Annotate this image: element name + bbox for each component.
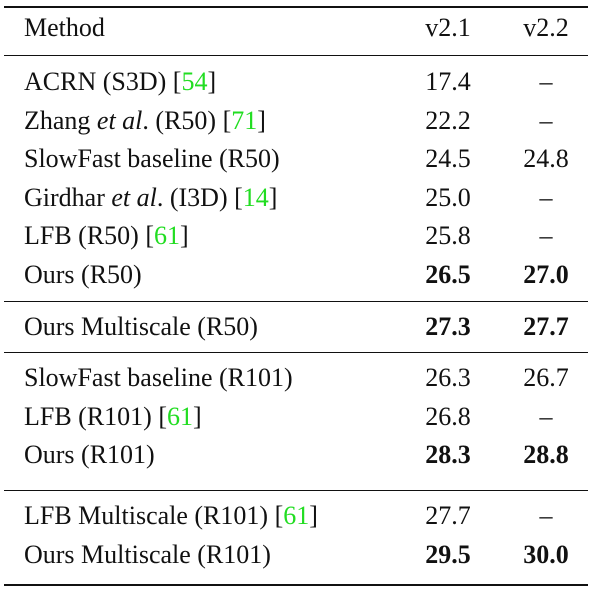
v21-cell: 26.3 [425,363,471,392]
method-cell: LFB Multiscale (R101) [61] [24,497,318,535]
header-method: Method [24,13,105,42]
table-row: SlowFast baseline (R50) 24.5 24.8 [4,140,588,178]
method-text: ACRN (S3D) [ [24,67,182,96]
v22-cell: 28.8 [523,440,569,469]
group-rule [4,352,588,353]
v21-cell: 25.8 [425,221,471,250]
method-text: ] [207,67,217,96]
table-row: LFB Multiscale (R101) [61] 27.7 – [4,497,588,535]
table-row: Zhang et al. (R50) [71] 22.2 – [4,102,588,140]
group-rule [4,301,588,302]
method-cell: ACRN (S3D) [54] [24,63,216,101]
v21-cell: 24.5 [425,144,471,173]
table-row: Girdhar et al. (I3D) [14] 25.0 – [4,179,588,217]
method-text: LFB (R101) [ [24,401,167,431]
method-text: Ours Multiscale (R101) [24,539,271,569]
results-table: Method v2.1 v2.2 ACRN (S3D) [54] 17.4– Zha… [4,0,588,589]
v21-cell: 22.2 [425,105,471,135]
method-text: . (I3D) [ [156,182,243,212]
method-text: ] [180,221,189,250]
v22-cell: 24.8 [523,144,569,173]
method-text: LFB Multiscale (R101) [ [24,501,284,530]
table-row: ACRN (S3D) [54] 17.4 – [4,63,588,101]
method-cell: Ours Multiscale (R101) [24,536,271,574]
group-rule [4,490,588,491]
group-rule [4,55,588,56]
v22-cell: – [539,501,553,530]
v22-cell: 30.0 [523,539,569,569]
method-cell: LFB (R101) [61] [24,398,202,436]
v21-cell: 27.3 [425,312,471,341]
table-row: Ours Multiscale (R101) 29.5 30.0 [4,536,588,574]
v21-cell: 28.3 [425,440,471,469]
table-row: Ours (R50) 26.5 27.0 [4,256,588,294]
citation-link[interactable]: 14 [242,182,269,212]
table-row: Ours (R101) 28.3 28.8 [4,436,588,474]
method-text: ] [193,401,202,431]
method-cell: Ours (R50) [24,256,142,294]
table-row: LFB (R101) [61] 26.8 – [4,398,588,436]
v21-cell: 29.5 [425,539,471,569]
v22-cell: – [539,67,553,96]
v22-cell: – [539,182,553,212]
header-row: Method v2.1 v2.2 [4,9,588,47]
method-cell: LFB (R50) [61] [24,217,189,255]
table-row: Ours Multiscale (R50) 27.3 27.7 [4,308,588,346]
v21-cell: 27.7 [425,501,471,530]
method-cell: Zhang et al. (R50) [71] [24,102,266,140]
v22-cell: 27.0 [523,259,569,289]
table-row: SlowFast baseline (R101) 26.3 26.7 [4,359,588,397]
method-text-italic: et al [96,105,143,135]
method-text: ] [257,105,266,135]
v21-cell: 25.0 [425,182,471,212]
citation-link[interactable]: 61 [154,221,180,250]
bottom-rule [4,584,588,586]
top-rule [4,6,588,8]
v22-cell: 26.7 [523,363,569,392]
method-text: SlowFast baseline (R101) [24,363,293,392]
citation-link[interactable]: 71 [231,105,258,135]
v22-cell: 27.7 [523,312,569,341]
method-text: ] [268,182,278,212]
method-text: ] [309,501,318,530]
method-text: Zhang [24,105,97,135]
header-v22: v2.2 [523,13,569,42]
citation-link[interactable]: 61 [167,401,193,431]
method-cell: SlowFast baseline (R50) [24,140,280,178]
method-cell: SlowFast baseline (R101) [24,359,293,397]
method-text-italic: et al [111,182,157,212]
method-cell: Girdhar et al. (I3D) [14] [24,179,277,217]
v22-cell: – [539,401,553,431]
header-v21: v2.1 [425,13,471,42]
citation-link[interactable]: 61 [283,501,310,530]
table-row: LFB (R50) [61] 25.8 – [4,217,588,255]
method-text: . (R50) [ [142,105,232,135]
method-cell: Ours (R101) [24,436,155,474]
method-text: Ours Multiscale (R50) [24,312,258,341]
v22-cell: – [539,105,553,135]
method-cell: Ours Multiscale (R50) [24,308,258,346]
method-text: LFB (R50) [ [24,221,154,250]
v22-cell: – [539,221,553,250]
v21-cell: 17.4 [425,67,471,96]
v21-cell: 26.8 [425,401,471,431]
method-text: SlowFast baseline (R50) [24,144,280,173]
citation-link[interactable]: 54 [181,67,208,96]
method-text: Ours (R101) [24,440,155,469]
method-text: Girdhar [24,182,112,212]
method-text: Ours (R50) [24,259,142,289]
v21-cell: 26.5 [425,259,471,289]
